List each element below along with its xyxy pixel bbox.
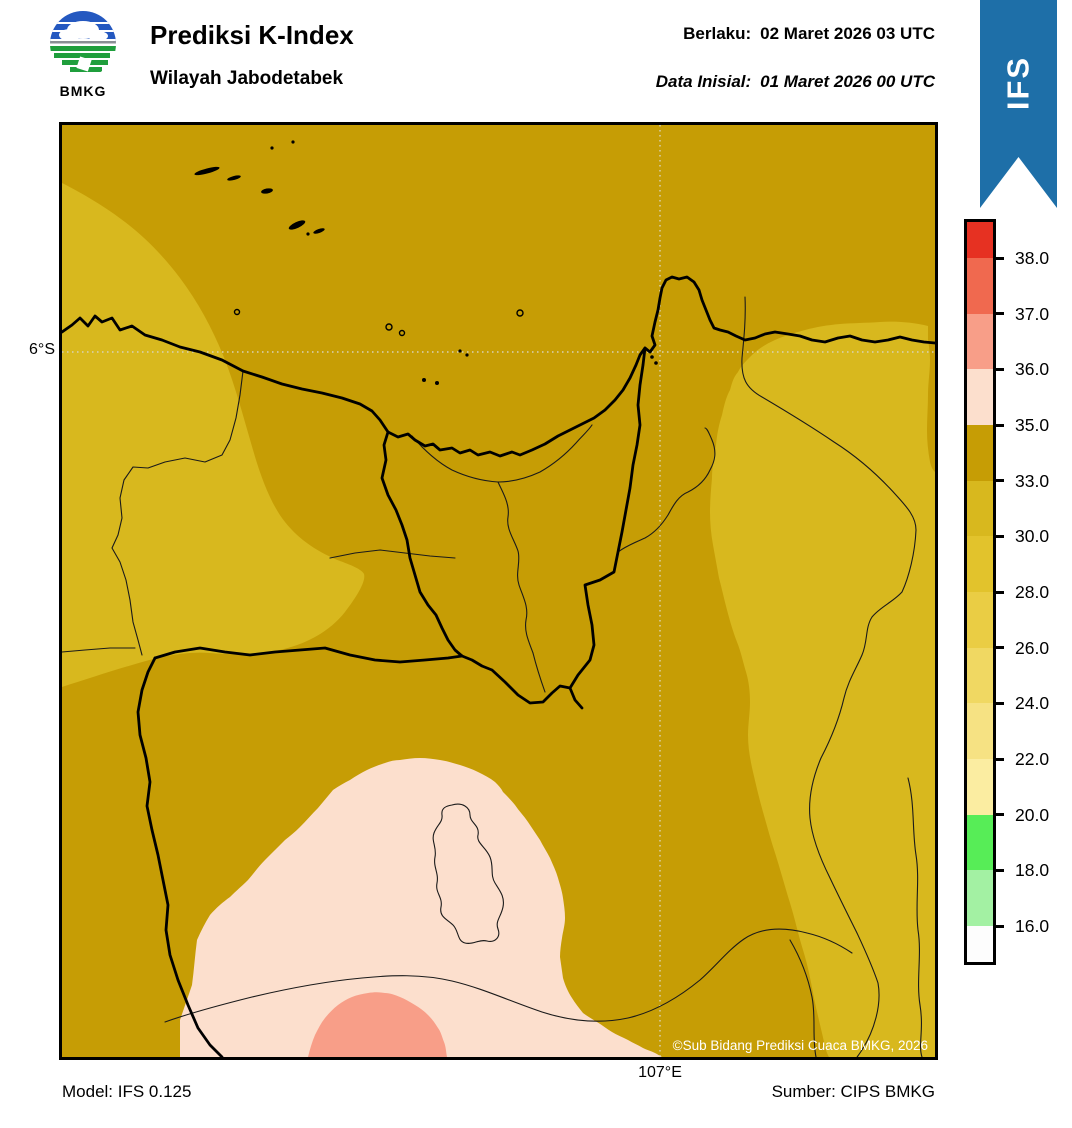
colorbar-segment — [967, 313, 993, 370]
colorbar-segment — [967, 480, 993, 537]
colorbar-tick-mark — [993, 646, 1004, 650]
bmkg-logo-text: BMKG — [59, 83, 107, 99]
colorbar-tick-label: 18.0 — [1015, 860, 1050, 881]
colorbar-segment — [967, 814, 993, 871]
colorbar-tick-mark — [993, 590, 1004, 594]
colorbar-segment — [967, 258, 993, 314]
colorbar-segment — [967, 759, 993, 815]
islands — [194, 140, 658, 385]
colorbar-segment — [967, 222, 993, 258]
colorbar: 38.0 37.0 36.0 35.0 33.0 30.0 28.0 26.0 24.0 22.0… — [964, 219, 1049, 965]
colorbar-tick-mark — [993, 534, 1004, 538]
colorbar-tick-mark — [993, 367, 1004, 371]
map-canvas: ©Sub Bidang Prediksi Cuaca BMKG, 2026 — [59, 122, 938, 1066]
colorbar-tick-mark — [993, 479, 1004, 483]
colorbar-tick-label: 36.0 — [1015, 359, 1050, 380]
colorbar-tick-mark — [993, 757, 1004, 761]
latitude-label: 6°S — [29, 341, 55, 358]
ribbon-label: IFS — [1000, 55, 1036, 111]
colorbar-segment — [967, 425, 993, 481]
initial-time-label: Data Inisial: — [655, 72, 752, 91]
map-svg: ©Sub Bidang Prediksi Cuaca BMKG, 2026 — [60, 125, 937, 1066]
page-title: Prediksi K-Index — [150, 20, 354, 50]
colorbar-tick-label: 22.0 — [1015, 749, 1050, 769]
colorbar-tick-label: 28.0 — [1015, 582, 1050, 602]
colorbar-tick-mark — [993, 312, 1004, 316]
contour-band-35-36 — [180, 758, 662, 1057]
contour-band-30-33-west — [62, 183, 365, 687]
initial-time: Data Inisial: 01 Maret 2026 00 UTC — [656, 72, 935, 92]
longitude-label: 107°E — [638, 1064, 682, 1081]
regency-boundaries — [61, 296, 923, 1066]
colorbar-tick-mark — [993, 924, 1004, 928]
colorbar-tick-mark — [993, 423, 1004, 427]
bmkg-logo: BMKG — [46, 8, 120, 99]
model-ribbon — [980, 0, 1057, 208]
province-boundaries — [136, 346, 647, 1059]
colorbar-segment — [967, 536, 993, 592]
valid-time-label: Berlaku: — [683, 24, 752, 43]
colorbar-segment — [967, 592, 993, 648]
colorbar-segment — [967, 870, 993, 926]
source-label: Sumber: CIPS BMKG — [771, 1082, 935, 1101]
ribbon-banner-shape — [980, 0, 1057, 208]
colorbar-tick-label: 38.0 — [1015, 248, 1050, 268]
graticule — [62, 125, 935, 1057]
bmkg-logo-image — [50, 11, 116, 77]
colorbar-tick-label: 37.0 — [1015, 303, 1050, 324]
colorbar-tick-label: 24.0 — [1015, 693, 1050, 714]
colorbar-tick-label: 26.0 — [1015, 637, 1050, 658]
valid-time-value: 02 Maret 2026 03 UTC — [760, 24, 935, 43]
colorbar-tick-mark — [993, 813, 1004, 817]
colorbar-segment — [967, 369, 993, 425]
colorbar-tick-label: 16.0 — [1015, 916, 1050, 936]
colorbar-segment — [967, 703, 993, 759]
colorbar-tick-mark — [993, 701, 1004, 705]
valid-time: Berlaku: 02 Maret 2026 03 UTC — [683, 24, 935, 44]
colorbar-tick-mark — [993, 256, 1004, 260]
coastline — [60, 275, 937, 458]
colorbar-tick-label: 33.0 — [1015, 470, 1050, 491]
contour-band-30-33-east — [710, 321, 935, 1058]
colorbar-segment — [967, 647, 993, 704]
colorbar-tick-mark — [993, 868, 1004, 872]
colorbar-segment — [967, 926, 993, 962]
model-label: Model: IFS 0.125 — [62, 1082, 192, 1101]
initial-time-value: 01 Maret 2026 00 UTC — [760, 72, 935, 91]
colorbar-tick-label: 30.0 — [1015, 526, 1050, 547]
contour-band-36-37 — [308, 992, 447, 1057]
colorbar-tick-label: 35.0 — [1015, 415, 1050, 435]
island-rings — [233, 308, 524, 337]
map-copyright: ©Sub Bidang Prediksi Cuaca BMKG, 2026 — [673, 1038, 928, 1053]
colorbar-tick-label: 20.0 — [1015, 804, 1050, 825]
page-subtitle: Wilayah Jabodetabek — [150, 68, 344, 89]
